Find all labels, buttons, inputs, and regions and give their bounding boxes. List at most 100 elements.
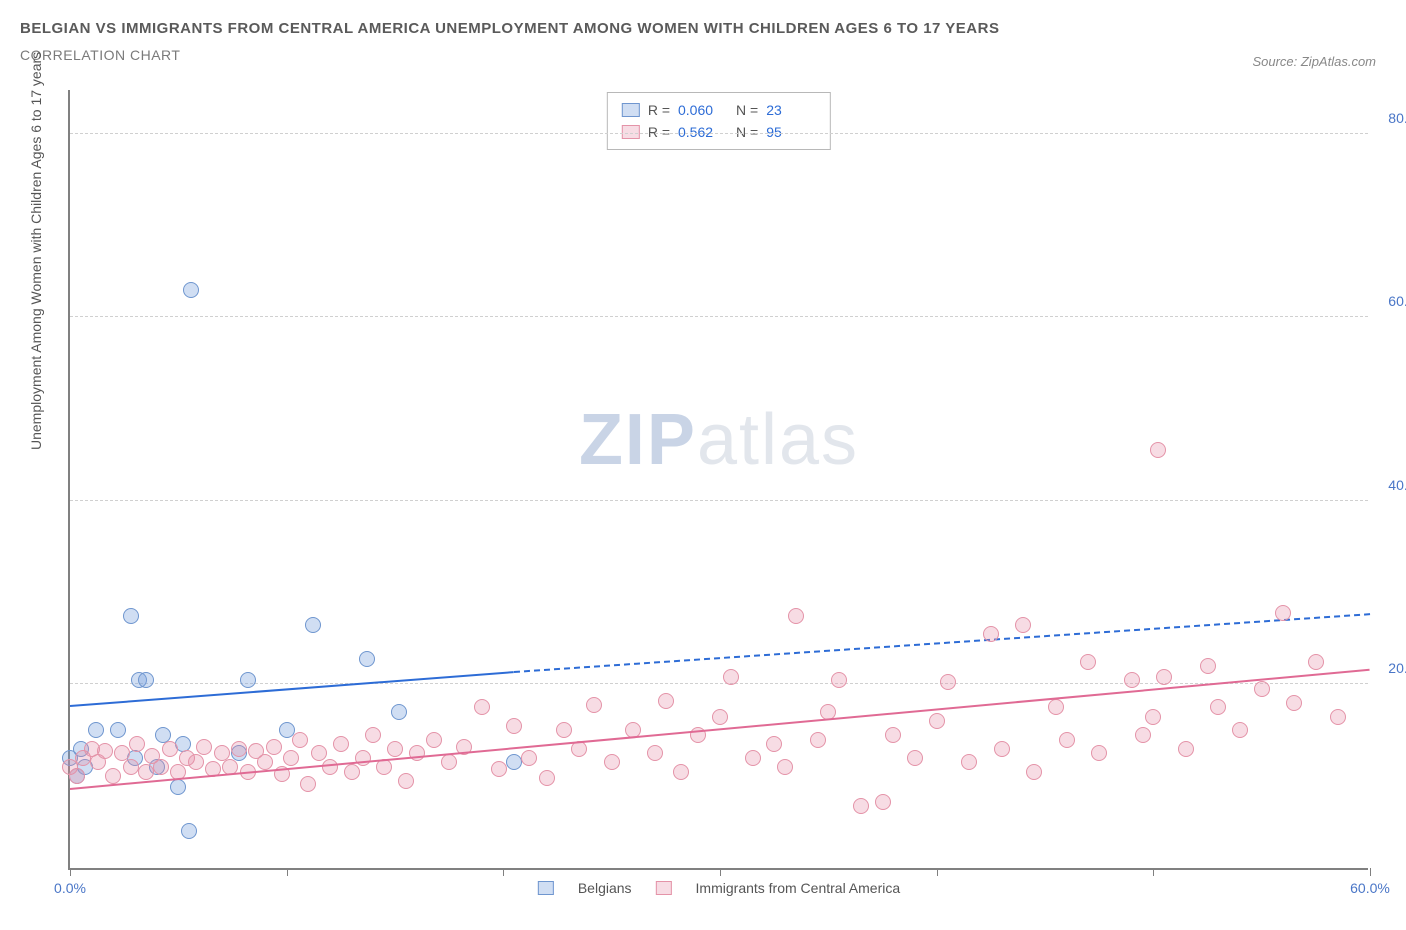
gridline-h <box>70 133 1368 134</box>
scatter-point <box>387 741 403 757</box>
scatter-point <box>1091 745 1107 761</box>
scatter-point <box>810 732 826 748</box>
scatter-point <box>398 773 414 789</box>
scatter-point <box>69 768 85 784</box>
scatter-point <box>1150 442 1166 458</box>
y-tick-label: 40.0% <box>1388 477 1406 493</box>
legend-label-belgians: Belgians <box>578 880 632 896</box>
scatter-point <box>1200 658 1216 674</box>
scatter-point <box>110 722 126 738</box>
r-label: R = <box>648 99 670 121</box>
legend-swatch-immigrants <box>656 881 672 895</box>
scatter-point <box>907 750 923 766</box>
scatter-point <box>409 745 425 761</box>
scatter-point <box>929 713 945 729</box>
scatter-point <box>885 727 901 743</box>
gridline-h <box>70 683 1368 684</box>
swatch-belgians <box>622 103 640 117</box>
scatter-point <box>196 739 212 755</box>
r-value-belgians: 0.060 <box>678 99 728 121</box>
scatter-point <box>138 672 154 688</box>
chart-container: BELGIAN VS IMMIGRANTS FROM CENTRAL AMERI… <box>20 20 1386 910</box>
watermark: ZIPatlas <box>579 399 859 481</box>
scatter-point <box>183 282 199 298</box>
scatter-point <box>257 754 273 770</box>
scatter-point <box>1275 605 1291 621</box>
watermark-part2: atlas <box>697 400 859 480</box>
scatter-point <box>831 672 847 688</box>
x-tick <box>70 868 71 876</box>
scatter-point <box>539 770 555 786</box>
scatter-point <box>1015 617 1031 633</box>
scatter-point <box>521 750 537 766</box>
scatter-point <box>1210 699 1226 715</box>
scatter-point <box>604 754 620 770</box>
scatter-point <box>1026 764 1042 780</box>
legend-swatch-belgians <box>538 881 554 895</box>
chart-title-1: BELGIAN VS IMMIGRANTS FROM CENTRAL AMERI… <box>20 20 1386 37</box>
scatter-point <box>1124 672 1140 688</box>
scatter-point <box>1145 709 1161 725</box>
scatter-point <box>123 759 139 775</box>
scatter-point <box>305 617 321 633</box>
x-tick <box>287 868 288 876</box>
y-axis-label: Unemployment Among Women with Children A… <box>28 52 44 450</box>
scatter-point <box>292 732 308 748</box>
scatter-point <box>153 759 169 775</box>
scatter-point <box>586 697 602 713</box>
scatter-point <box>266 739 282 755</box>
scatter-point <box>283 750 299 766</box>
x-tick <box>720 868 721 876</box>
scatter-point <box>983 626 999 642</box>
scatter-point <box>1048 699 1064 715</box>
scatter-point <box>322 759 338 775</box>
y-tick-label: 20.0% <box>1388 660 1406 676</box>
scatter-point <box>853 798 869 814</box>
scatter-point <box>723 669 739 685</box>
scatter-point <box>311 745 327 761</box>
scatter-point <box>1080 654 1096 670</box>
scatter-point <box>1156 669 1172 685</box>
scatter-point <box>556 722 572 738</box>
scatter-point <box>766 736 782 752</box>
scatter-point <box>97 743 113 759</box>
trend-line <box>70 669 1370 790</box>
scatter-point <box>506 754 522 770</box>
scatter-point <box>426 732 442 748</box>
scatter-point <box>240 672 256 688</box>
stats-box: R = 0.060 N = 23 R = 0.562 N = 95 <box>607 92 831 150</box>
scatter-point <box>123 608 139 624</box>
stats-row-belgians: R = 0.060 N = 23 <box>622 99 816 121</box>
scatter-point <box>365 727 381 743</box>
watermark-part1: ZIP <box>579 400 697 480</box>
legend-label-immigrants: Immigrants from Central America <box>696 880 901 896</box>
scatter-point <box>88 722 104 738</box>
scatter-point <box>1232 722 1248 738</box>
scatter-point <box>333 736 349 752</box>
x-tick <box>503 868 504 876</box>
scatter-point <box>359 651 375 667</box>
scatter-point <box>170 779 186 795</box>
scatter-point <box>745 750 761 766</box>
scatter-point <box>788 608 804 624</box>
scatter-point <box>777 759 793 775</box>
y-tick-label: 80.0% <box>1388 110 1406 126</box>
scatter-point <box>441 754 457 770</box>
scatter-point <box>875 794 891 810</box>
scatter-point <box>647 745 663 761</box>
scatter-point <box>231 741 247 757</box>
scatter-point <box>1330 709 1346 725</box>
scatter-point <box>1308 654 1324 670</box>
x-tick <box>1370 868 1371 876</box>
scatter-point <box>994 741 1010 757</box>
scatter-point <box>961 754 977 770</box>
scatter-point <box>1254 681 1270 697</box>
trend-line <box>514 614 1370 674</box>
source-label: Source: ZipAtlas.com <box>1252 54 1376 69</box>
scatter-point <box>491 761 507 777</box>
scatter-point <box>138 764 154 780</box>
scatter-point <box>1059 732 1075 748</box>
chart-title-2: CORRELATION CHART <box>20 47 1386 63</box>
n-label: N = <box>736 99 758 121</box>
scatter-point <box>673 764 689 780</box>
